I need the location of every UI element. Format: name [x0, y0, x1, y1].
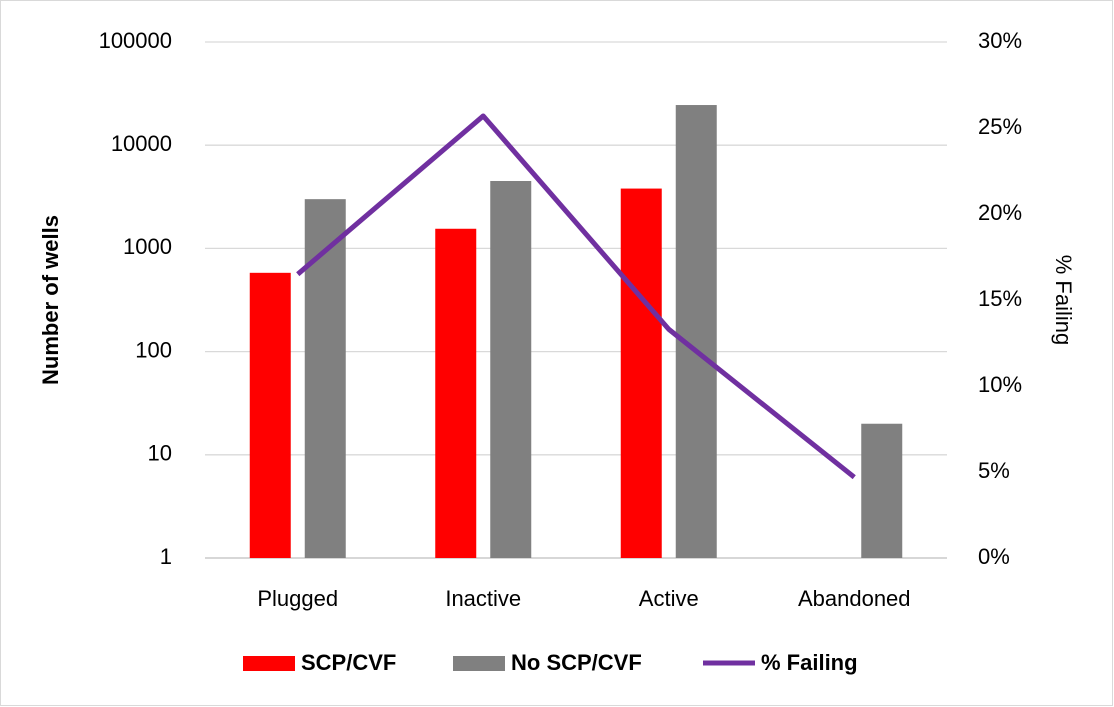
y-tick-label: 1 — [160, 544, 172, 569]
bar — [490, 180, 532, 558]
y2-tick-label: 5% — [978, 458, 1010, 483]
bar — [249, 272, 291, 558]
legend-swatch — [243, 656, 295, 671]
x-tick-label: Abandoned — [798, 586, 911, 611]
bar — [675, 105, 717, 559]
y2-tick-label: 30% — [978, 28, 1022, 53]
bar — [861, 423, 903, 558]
y2-tick-label: 20% — [978, 200, 1022, 225]
y-tick-label: 10 — [148, 441, 172, 466]
bar — [304, 199, 346, 559]
y-tick-label: 1000 — [123, 234, 172, 259]
legend-swatch — [453, 656, 505, 671]
y2-axis-label: % Failing — [1051, 255, 1076, 345]
y-axis-label: Number of wells — [38, 215, 63, 385]
bar — [435, 228, 477, 559]
y-tick-label: 100 — [135, 337, 172, 362]
bar — [620, 188, 662, 558]
y2-tick-label: 0% — [978, 544, 1010, 569]
y2-tick-label: 10% — [978, 372, 1022, 397]
y2-tick-label: 15% — [978, 286, 1022, 311]
y2-tick-label: 25% — [978, 114, 1022, 139]
y-tick-label: 100000 — [99, 28, 172, 53]
x-tick-label: Active — [639, 586, 699, 611]
x-tick-label: Inactive — [445, 586, 521, 611]
line-series — [296, 113, 856, 480]
legend-label: No SCP/CVF — [511, 650, 642, 675]
y-tick-label: 10000 — [111, 131, 172, 156]
legend-label: SCP/CVF — [301, 650, 396, 675]
legend-label: % Failing — [761, 650, 858, 675]
x-tick-label: Plugged — [257, 586, 338, 611]
